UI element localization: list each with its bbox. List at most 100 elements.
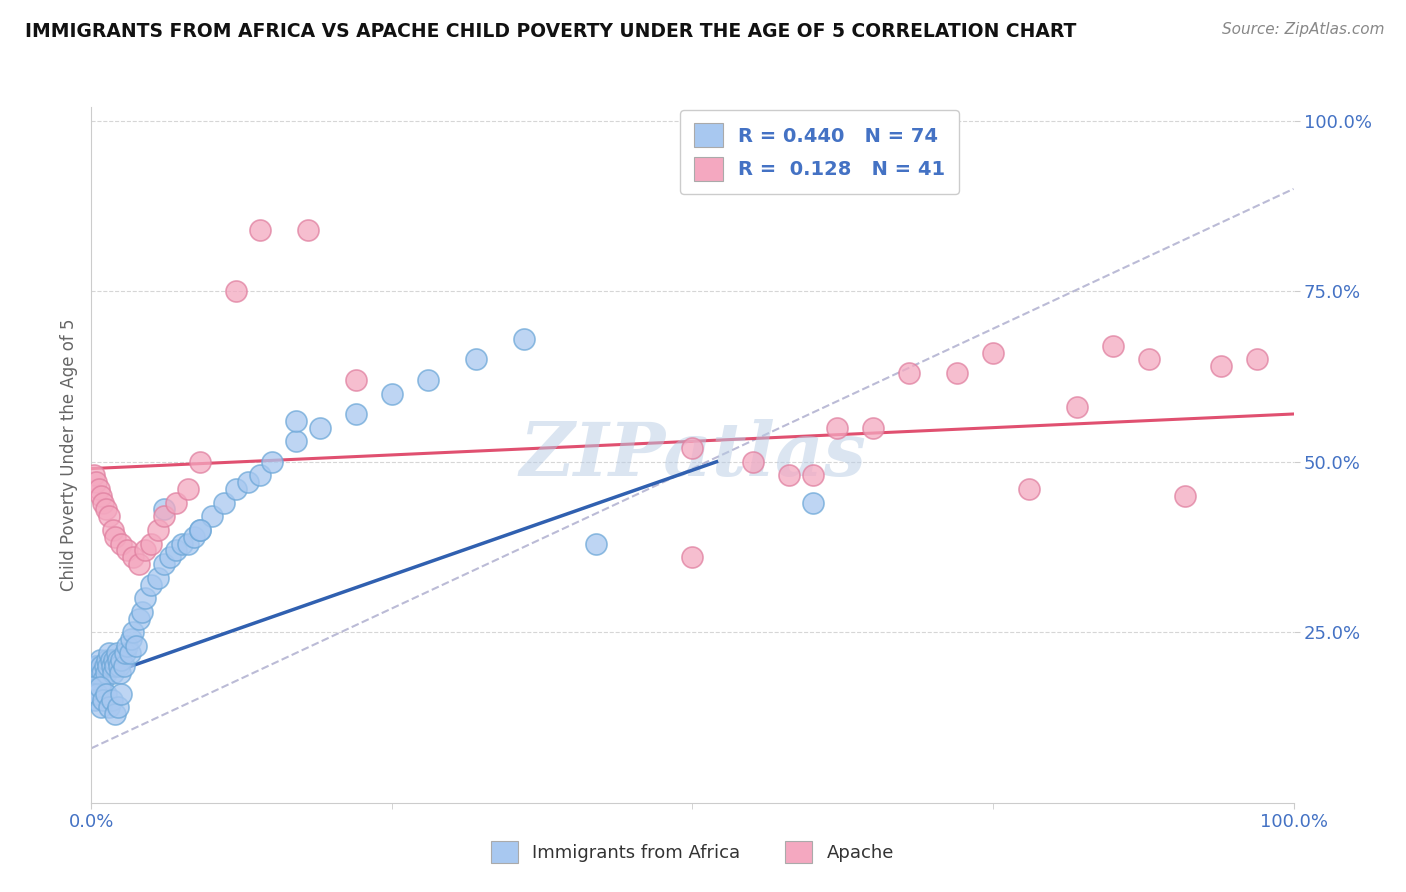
Point [97,659,120,673]
Point [165,496,187,510]
Point [83,468,105,483]
Point [104,659,127,673]
Point [225,284,247,298]
Point [1174,489,1197,503]
Point [101,523,124,537]
Point [107,652,129,666]
Point [212,496,235,510]
Point [1102,339,1125,353]
Point [1246,352,1268,367]
Point [236,475,259,490]
Point [122,625,145,640]
Point [201,509,224,524]
Point [87,666,110,681]
Point [681,441,703,455]
Point [134,591,156,606]
Point [93,673,115,687]
Point [110,536,132,550]
Point [1066,400,1088,414]
Point [1018,482,1040,496]
Point [284,414,307,428]
Point [86,687,108,701]
Point [801,468,824,483]
Point [108,659,131,673]
Point [110,666,132,681]
Point [91,666,114,681]
Point [89,680,111,694]
Point [778,468,800,483]
Point [122,550,145,565]
Y-axis label: Child Poverty Under the Age of 5: Child Poverty Under the Age of 5 [59,318,77,591]
Point [110,687,132,701]
Point [134,543,156,558]
Text: IMMIGRANTS FROM AFRICA VS APACHE CHILD POVERTY UNDER THE AGE OF 5 CORRELATION CH: IMMIGRANTS FROM AFRICA VS APACHE CHILD P… [25,22,1077,41]
Point [188,455,211,469]
Point [94,502,117,516]
Point [84,666,107,681]
Point [981,345,1004,359]
Point [1137,352,1160,367]
Point [103,652,125,666]
Point [101,659,124,673]
Point [93,693,115,707]
Point [741,455,763,469]
Point [249,223,271,237]
Point [98,509,121,524]
Point [96,652,118,666]
Point [344,407,367,421]
Point [897,366,920,380]
Point [105,646,128,660]
Point [131,605,153,619]
Point [152,557,174,571]
Point [416,373,439,387]
Point [1211,359,1233,374]
Point [90,489,112,503]
Point [93,659,115,673]
Point [165,543,187,558]
Point [125,639,148,653]
Point [89,652,111,666]
Text: Source: ZipAtlas.com: Source: ZipAtlas.com [1222,22,1385,37]
Point [188,523,211,537]
Point [87,482,110,496]
Point [112,659,135,673]
Point [104,530,127,544]
Point [84,693,107,707]
Point [176,482,198,496]
Point [946,366,969,380]
Point [862,420,884,434]
Point [84,659,107,673]
Point [465,352,488,367]
Point [90,659,112,673]
Point [98,700,121,714]
Point [107,700,129,714]
Point [141,536,163,550]
Point [308,420,330,434]
Point [101,666,124,681]
Point [344,373,367,387]
Point [98,646,121,660]
Point [825,420,848,434]
Point [128,557,150,571]
Point [249,468,271,483]
Point [801,496,824,510]
Point [114,646,136,660]
Point [100,652,122,666]
Point [146,523,169,537]
Point [82,687,104,701]
Point [260,455,283,469]
Point [152,509,174,524]
Point [146,571,169,585]
Point [284,434,307,449]
Point [93,496,115,510]
Point [183,530,205,544]
Point [104,707,127,722]
Point [84,475,107,490]
Point [94,687,117,701]
Point [120,632,142,646]
Point [176,536,198,550]
Point [117,639,139,653]
Point [681,550,703,565]
Legend: Immigrants from Africa, Apache: Immigrants from Africa, Apache [484,834,901,871]
Point [110,652,132,666]
